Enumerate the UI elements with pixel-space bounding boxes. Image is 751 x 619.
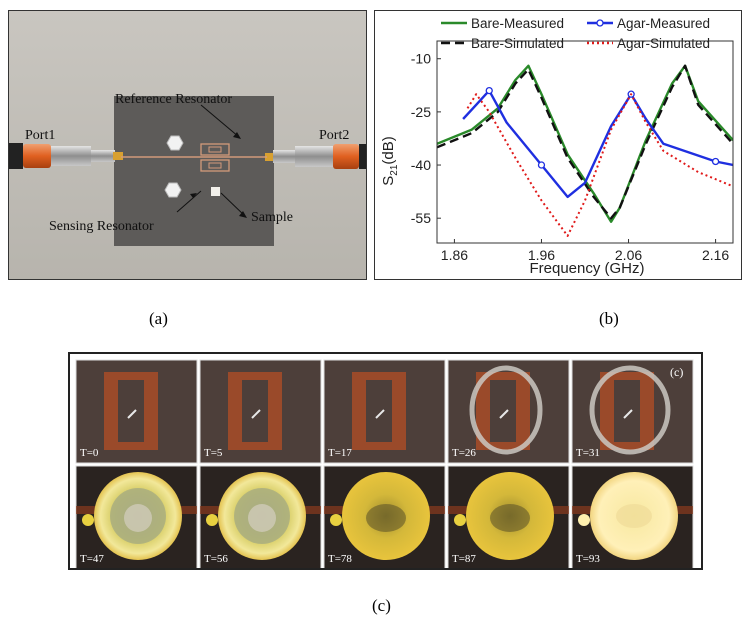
timelapse-grid: T=0 T=5 T=17 T=26 T=31 T=47 T=56 T=78 T=87 T=93 (… (75, 359, 694, 570)
label-reference-resonator: Reference Resonator (115, 92, 232, 107)
legend-label: Bare-Simulated (471, 36, 564, 51)
timestamp-label: T=5 (204, 447, 223, 459)
label-port2: Port2 (319, 128, 349, 143)
timelapse-tile: T=26 (447, 359, 570, 464)
timelapse-tile: T=78 (323, 465, 446, 570)
series-line-bare-measured (437, 64, 733, 223)
caption-c: (c) (372, 596, 391, 615)
x-tick-label: 1.96 (528, 247, 555, 263)
timestamp-label: T=56 (204, 553, 228, 565)
timestamp-label: T=0 (80, 447, 99, 459)
s21-chart: 1.86 1.96 2.06 2.16 -10 -25 -40 -55 Frequency (… (380, 16, 734, 277)
timelapse-tile: T=17 (323, 359, 446, 464)
photo-sensor-board: Reference Resonator Port1 Port2 Sensing … (8, 10, 367, 280)
timelapse-tile: T=56 (199, 465, 322, 570)
timestamp-label: T=93 (576, 553, 600, 565)
port1-connector (9, 143, 123, 169)
timestamp-label: T=78 (328, 553, 352, 565)
agar-measured-marker (537, 161, 546, 169)
x-tick-label: 2.06 (615, 247, 642, 263)
x-axis-label: Frequency (GHz) (529, 260, 644, 277)
x-tick-label: 1.86 (441, 247, 468, 263)
sensor-board-illustration: Reference Resonator Port1 Port2 Sensing … (9, 11, 366, 279)
timestamp-label: T=17 (328, 447, 352, 459)
hex-standoff-bottom (164, 182, 182, 198)
timelapse-tile: T=93 (571, 465, 694, 570)
timelapse-tile: T=0 (75, 359, 198, 464)
port2-connector (265, 144, 366, 169)
s21-chart-panel: 1.86 1.96 2.06 2.16 -10 -25 -40 -55 Frequency (… (374, 10, 742, 280)
timelapse-tile: T=47 (75, 465, 198, 570)
agar-measured-marker (485, 86, 493, 95)
pcb-board (114, 96, 274, 246)
label-sample: Sample (251, 210, 293, 225)
y-tick-label: -10 (411, 51, 431, 67)
panel-c-inner-label: (c) (670, 365, 683, 379)
x-tick-label: 2.16 (702, 247, 729, 263)
legend-label: Agar-Measured (617, 16, 710, 31)
timestamp-label: T=47 (80, 553, 104, 565)
y-axis-label: S21(dB) (380, 136, 400, 185)
y-tick-label: -40 (411, 157, 431, 173)
y-tick-label: -55 (411, 210, 431, 226)
legend-label: Agar-Simulated (617, 36, 710, 51)
label-sensing-resonator: Sensing Resonator (49, 219, 154, 234)
label-port1: Port1 (25, 128, 55, 143)
caption-a: (a) (149, 309, 168, 328)
timelapse-tile: T=31 (571, 359, 694, 464)
series-line-agar-measured (462, 89, 733, 199)
hex-standoff-top (166, 135, 184, 151)
timelapse-panel: T=0 T=5 T=17 T=26 T=31 T=47 T=56 T=78 T=87 T=93 (… (68, 352, 703, 570)
plot-frame (436, 40, 734, 244)
series-line-bare-simulated (437, 64, 733, 220)
agar-measured-marker (711, 157, 720, 166)
caption-b: (b) (599, 309, 619, 328)
legend-label: Bare-Measured (471, 16, 564, 31)
timestamp-label: T=31 (576, 447, 600, 459)
timelapse-tile: T=5 (199, 359, 322, 464)
timestamp-label: T=26 (452, 447, 476, 459)
timestamp-label: T=87 (452, 553, 476, 565)
timelapse-tile: T=87 (447, 465, 570, 570)
chart-legend: Bare-Measured Agar-Measured Bare-Simulated… (441, 16, 710, 51)
sample-square (211, 187, 220, 196)
series-line-agar-simulated (466, 93, 733, 237)
y-tick-label: -25 (411, 104, 431, 120)
